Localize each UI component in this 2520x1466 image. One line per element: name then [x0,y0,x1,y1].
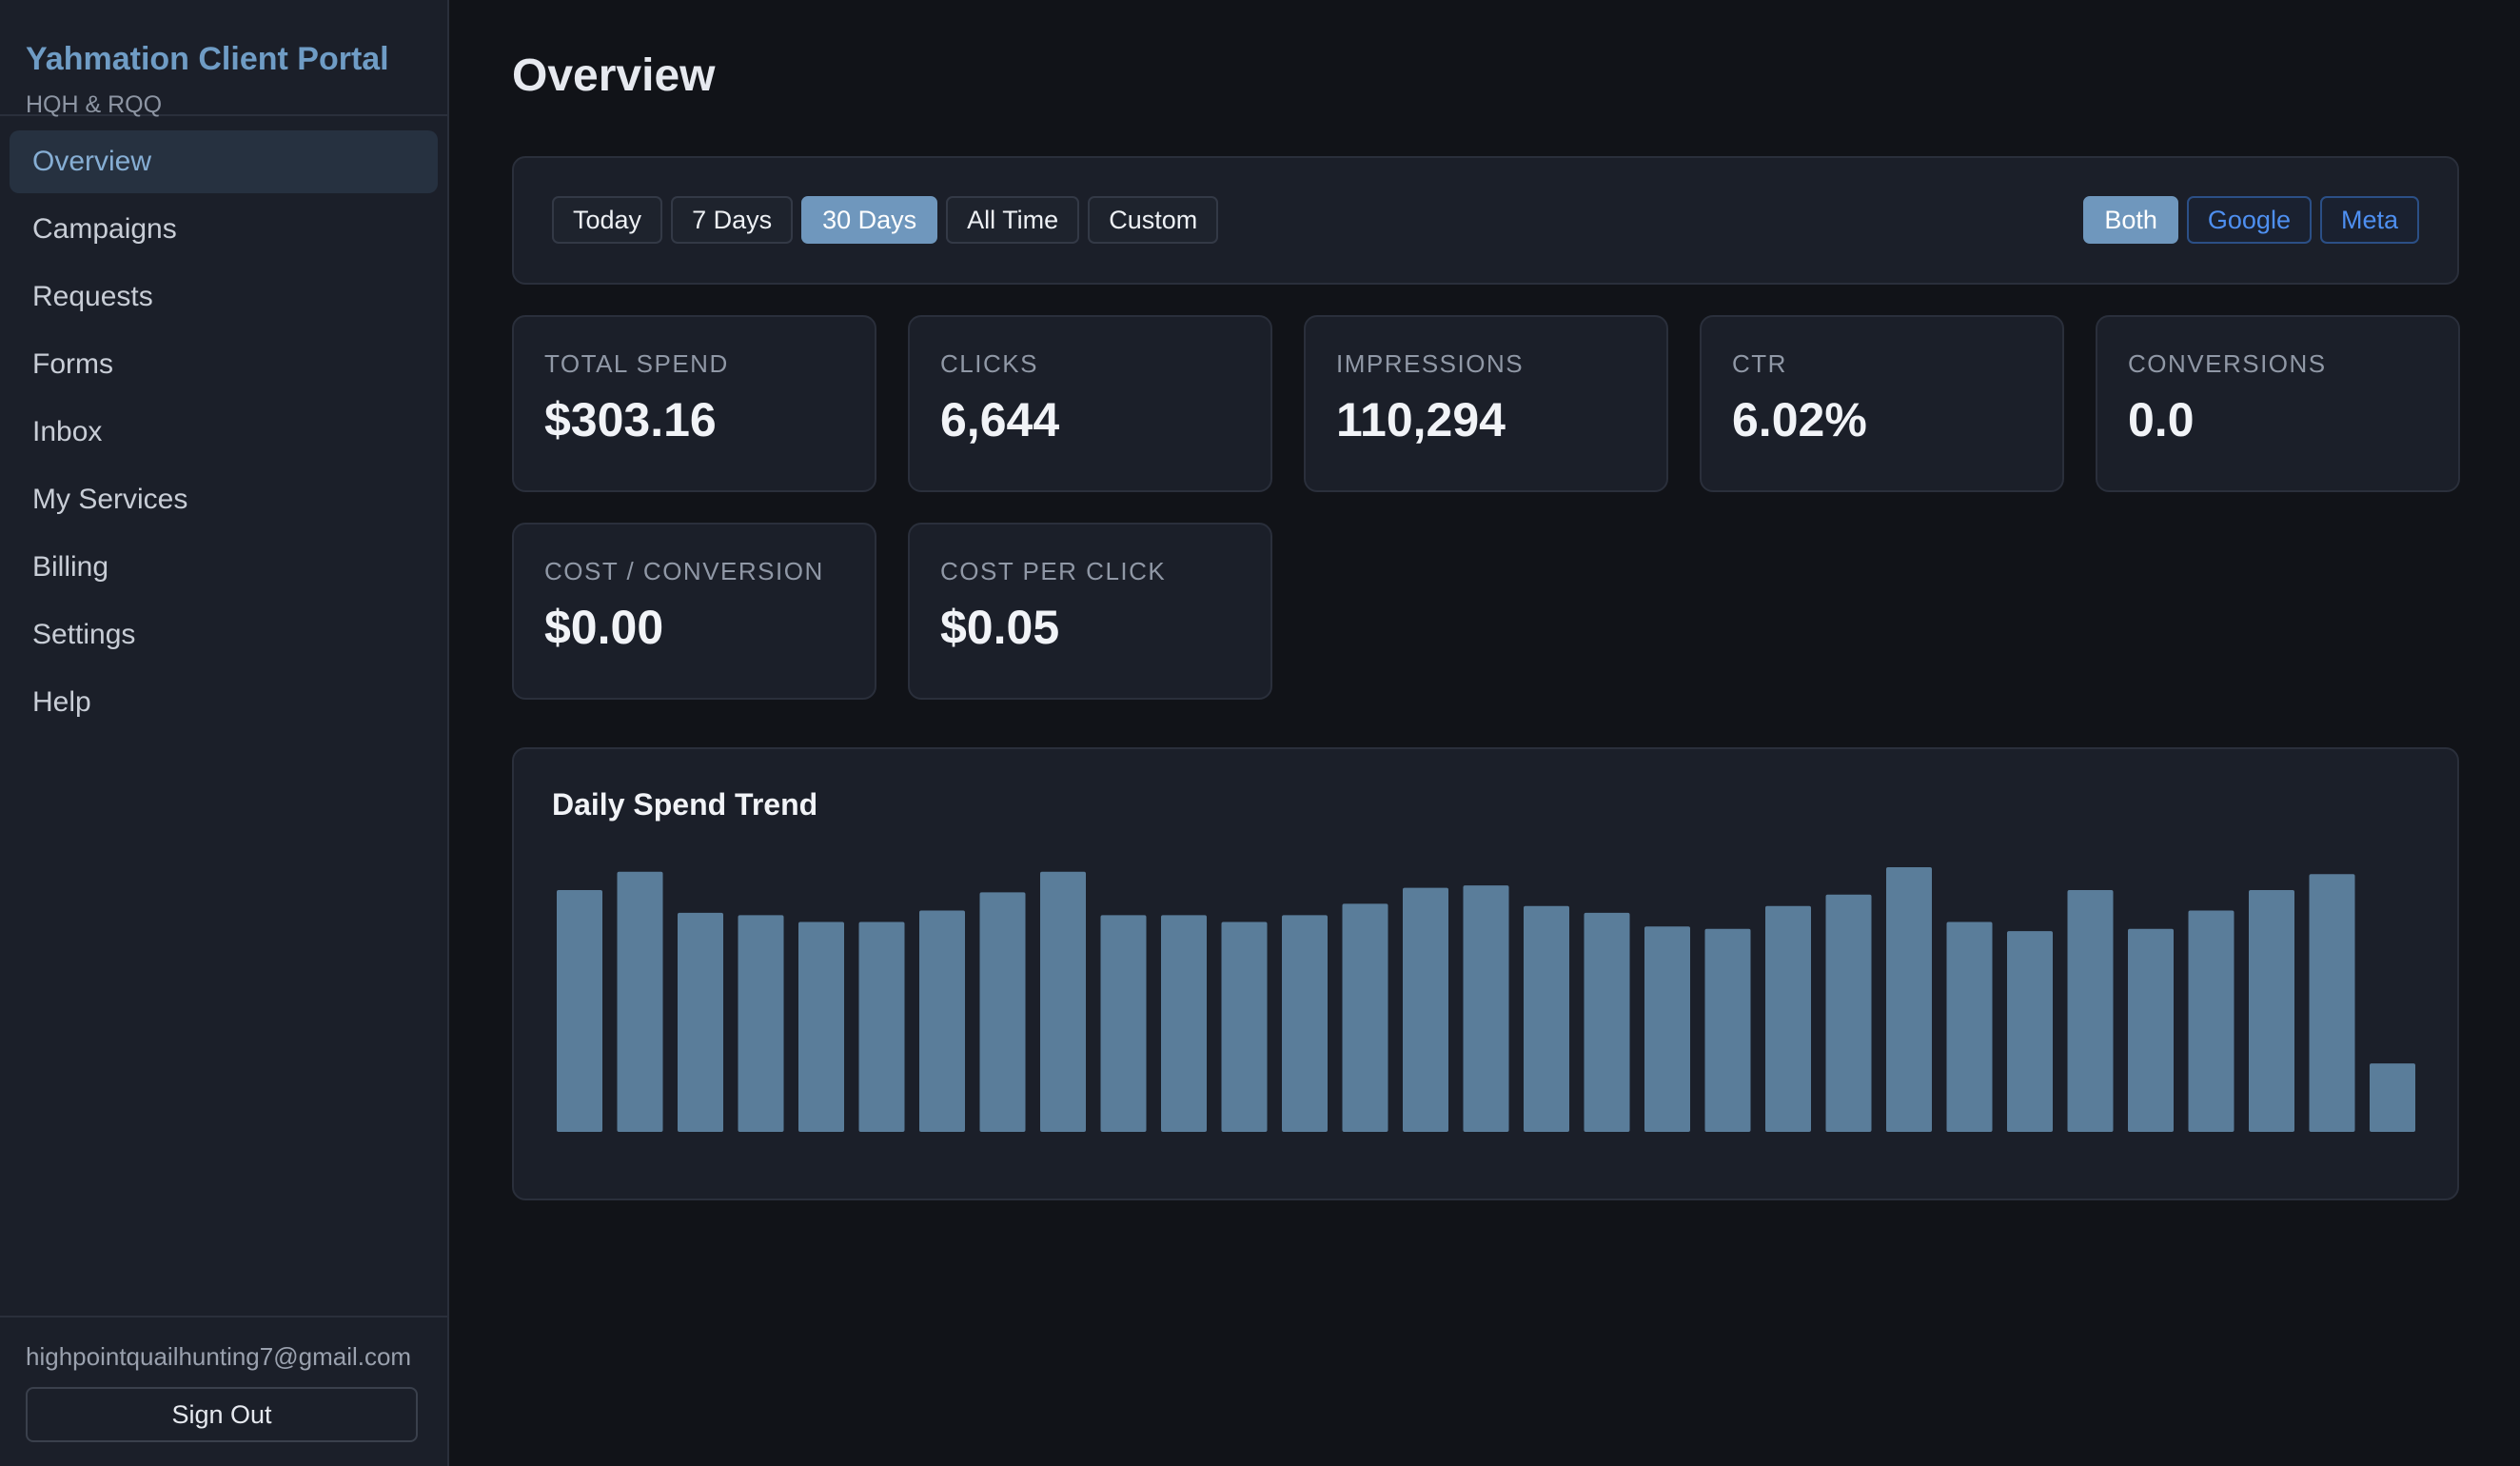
chart-bar[interactable] [798,921,844,1132]
chart-bar[interactable] [557,889,602,1132]
sidebar: Yahmation Client Portal HQH & RQQ Overvi… [0,0,449,1466]
page-title: Overview [512,50,716,101]
brand-title[interactable]: Yahmation Client Portal [26,41,389,77]
brand: Yahmation Client Portal HQH & RQQ [0,0,447,118]
stat-card-cost-per-click: COST PER CLICK $0.05 [908,523,1272,700]
chart-bar[interactable] [1584,912,1630,1132]
chart-bar[interactable] [2067,889,2114,1132]
chart-bar[interactable] [1403,887,1448,1132]
sidebar-item-my-services[interactable]: My Services [32,484,188,515]
chart-bar[interactable] [738,915,784,1132]
stat-label: IMPRESSIONS [1336,349,1525,378]
chart-bar[interactable] [1825,894,1872,1132]
client-name: HQH & RQQ [26,91,163,118]
chart-bar[interactable] [2007,931,2053,1132]
stat-label: CTR [1732,349,1787,378]
chart-bar[interactable] [2309,874,2355,1132]
chart-bar[interactable] [1463,885,1509,1132]
daily-spend-bar-chart [557,867,2415,1132]
date-range-selector: Today 7 Days 30 Days All Time Custom [552,196,1219,244]
chart-bar[interactable] [2188,910,2235,1132]
chart-title: Daily Spend Trend [552,787,818,822]
sidebar-item-help[interactable]: Help [32,686,91,718]
stats-grid: TOTAL SPEND $303.16 CLICKS 6,644 IMPRESS… [512,315,2460,700]
main-content: Overview Today 7 Days 30 Days All Time C… [512,0,2460,1200]
sidebar-item-settings[interactable]: Settings [32,619,136,650]
chart-bar[interactable] [1221,921,1268,1132]
sidebar-item-overview[interactable]: Overview [10,130,438,193]
chart-bar[interactable] [1161,915,1207,1132]
chart-bar[interactable] [1524,905,1569,1132]
chart-bar[interactable] [919,910,965,1132]
stat-label: CONVERSIONS [2128,349,2327,378]
stat-card-total-spend: TOTAL SPEND $303.16 [512,315,876,492]
chart-bar[interactable] [678,912,723,1132]
chart-bar[interactable] [2128,928,2174,1132]
chart-bar[interactable] [1886,867,1932,1132]
sidebar-item-forms[interactable]: Forms [32,348,113,380]
range-today-button[interactable]: Today [552,196,663,244]
chart-bar[interactable] [1765,905,1811,1132]
stat-value: $303.16 [544,393,717,446]
platform-both-button[interactable]: Both [2083,196,2178,244]
sidebar-item-billing[interactable]: Billing [32,551,109,583]
sidebar-footer: highpointquailhunting7@gmail.com Sign Ou… [0,1316,447,1466]
stat-value: 110,294 [1336,393,1506,446]
chart-bar[interactable] [2370,1063,2415,1132]
range-7-days-button[interactable]: 7 Days [671,196,794,244]
daily-spend-chart-panel: Daily Spend Trend [512,747,2459,1200]
stat-card-conversions: CONVERSIONS 0.0 [2096,315,2460,492]
stat-value: 0.0 [2128,393,2195,446]
range-custom-button[interactable]: Custom [1088,196,1219,244]
stat-value: 6,644 [940,393,1060,446]
range-all-time-button[interactable]: All Time [946,196,1080,244]
stat-card-impressions: IMPRESSIONS 110,294 [1304,315,1668,492]
sidebar-nav: Overview Campaigns Requests Forms Inbox … [0,116,447,753]
sidebar-item-inbox[interactable]: Inbox [32,416,103,447]
range-30-days-button[interactable]: 30 Days [801,196,938,244]
user-email: highpointquailhunting7@gmail.com [26,1342,412,1371]
platform-selector: Both Google Meta [2083,196,2419,244]
stat-label: COST PER CLICK [940,557,1167,585]
stat-value: $0.00 [544,601,664,654]
stat-label: COST / CONVERSION [544,557,824,585]
filter-panel: Today 7 Days 30 Days All Time Custom Bot… [512,156,2459,285]
stat-value: 6.02% [1732,393,1867,446]
stat-value: $0.05 [940,601,1060,654]
sign-out-button[interactable]: Sign Out [26,1387,418,1442]
platform-meta-button[interactable]: Meta [2319,196,2419,244]
stat-label: CLICKS [940,349,1038,378]
stat-card-ctr: CTR 6.02% [1700,315,2064,492]
chart-bar[interactable] [1342,903,1388,1132]
chart-bar[interactable] [617,871,663,1132]
chart-bar[interactable] [858,921,905,1132]
chart-bar[interactable] [1100,915,1147,1132]
stat-label: TOTAL SPEND [544,349,729,378]
chart-bar[interactable] [1644,926,1690,1132]
chart-bar[interactable] [1040,871,1086,1132]
chart-bar[interactable] [979,892,1026,1132]
sidebar-item-campaigns[interactable]: Campaigns [32,213,177,245]
stat-card-clicks: CLICKS 6,644 [908,315,1272,492]
platform-google-button[interactable]: Google [2186,196,2312,244]
chart-bar[interactable] [1946,921,1993,1132]
chart-bar[interactable] [2249,889,2294,1132]
chart-bar[interactable] [1704,928,1751,1132]
stat-card-cost-per-conversion: COST / CONVERSION $0.00 [512,523,876,700]
sidebar-item-requests[interactable]: Requests [32,281,153,312]
chart-bar[interactable] [1282,915,1328,1132]
